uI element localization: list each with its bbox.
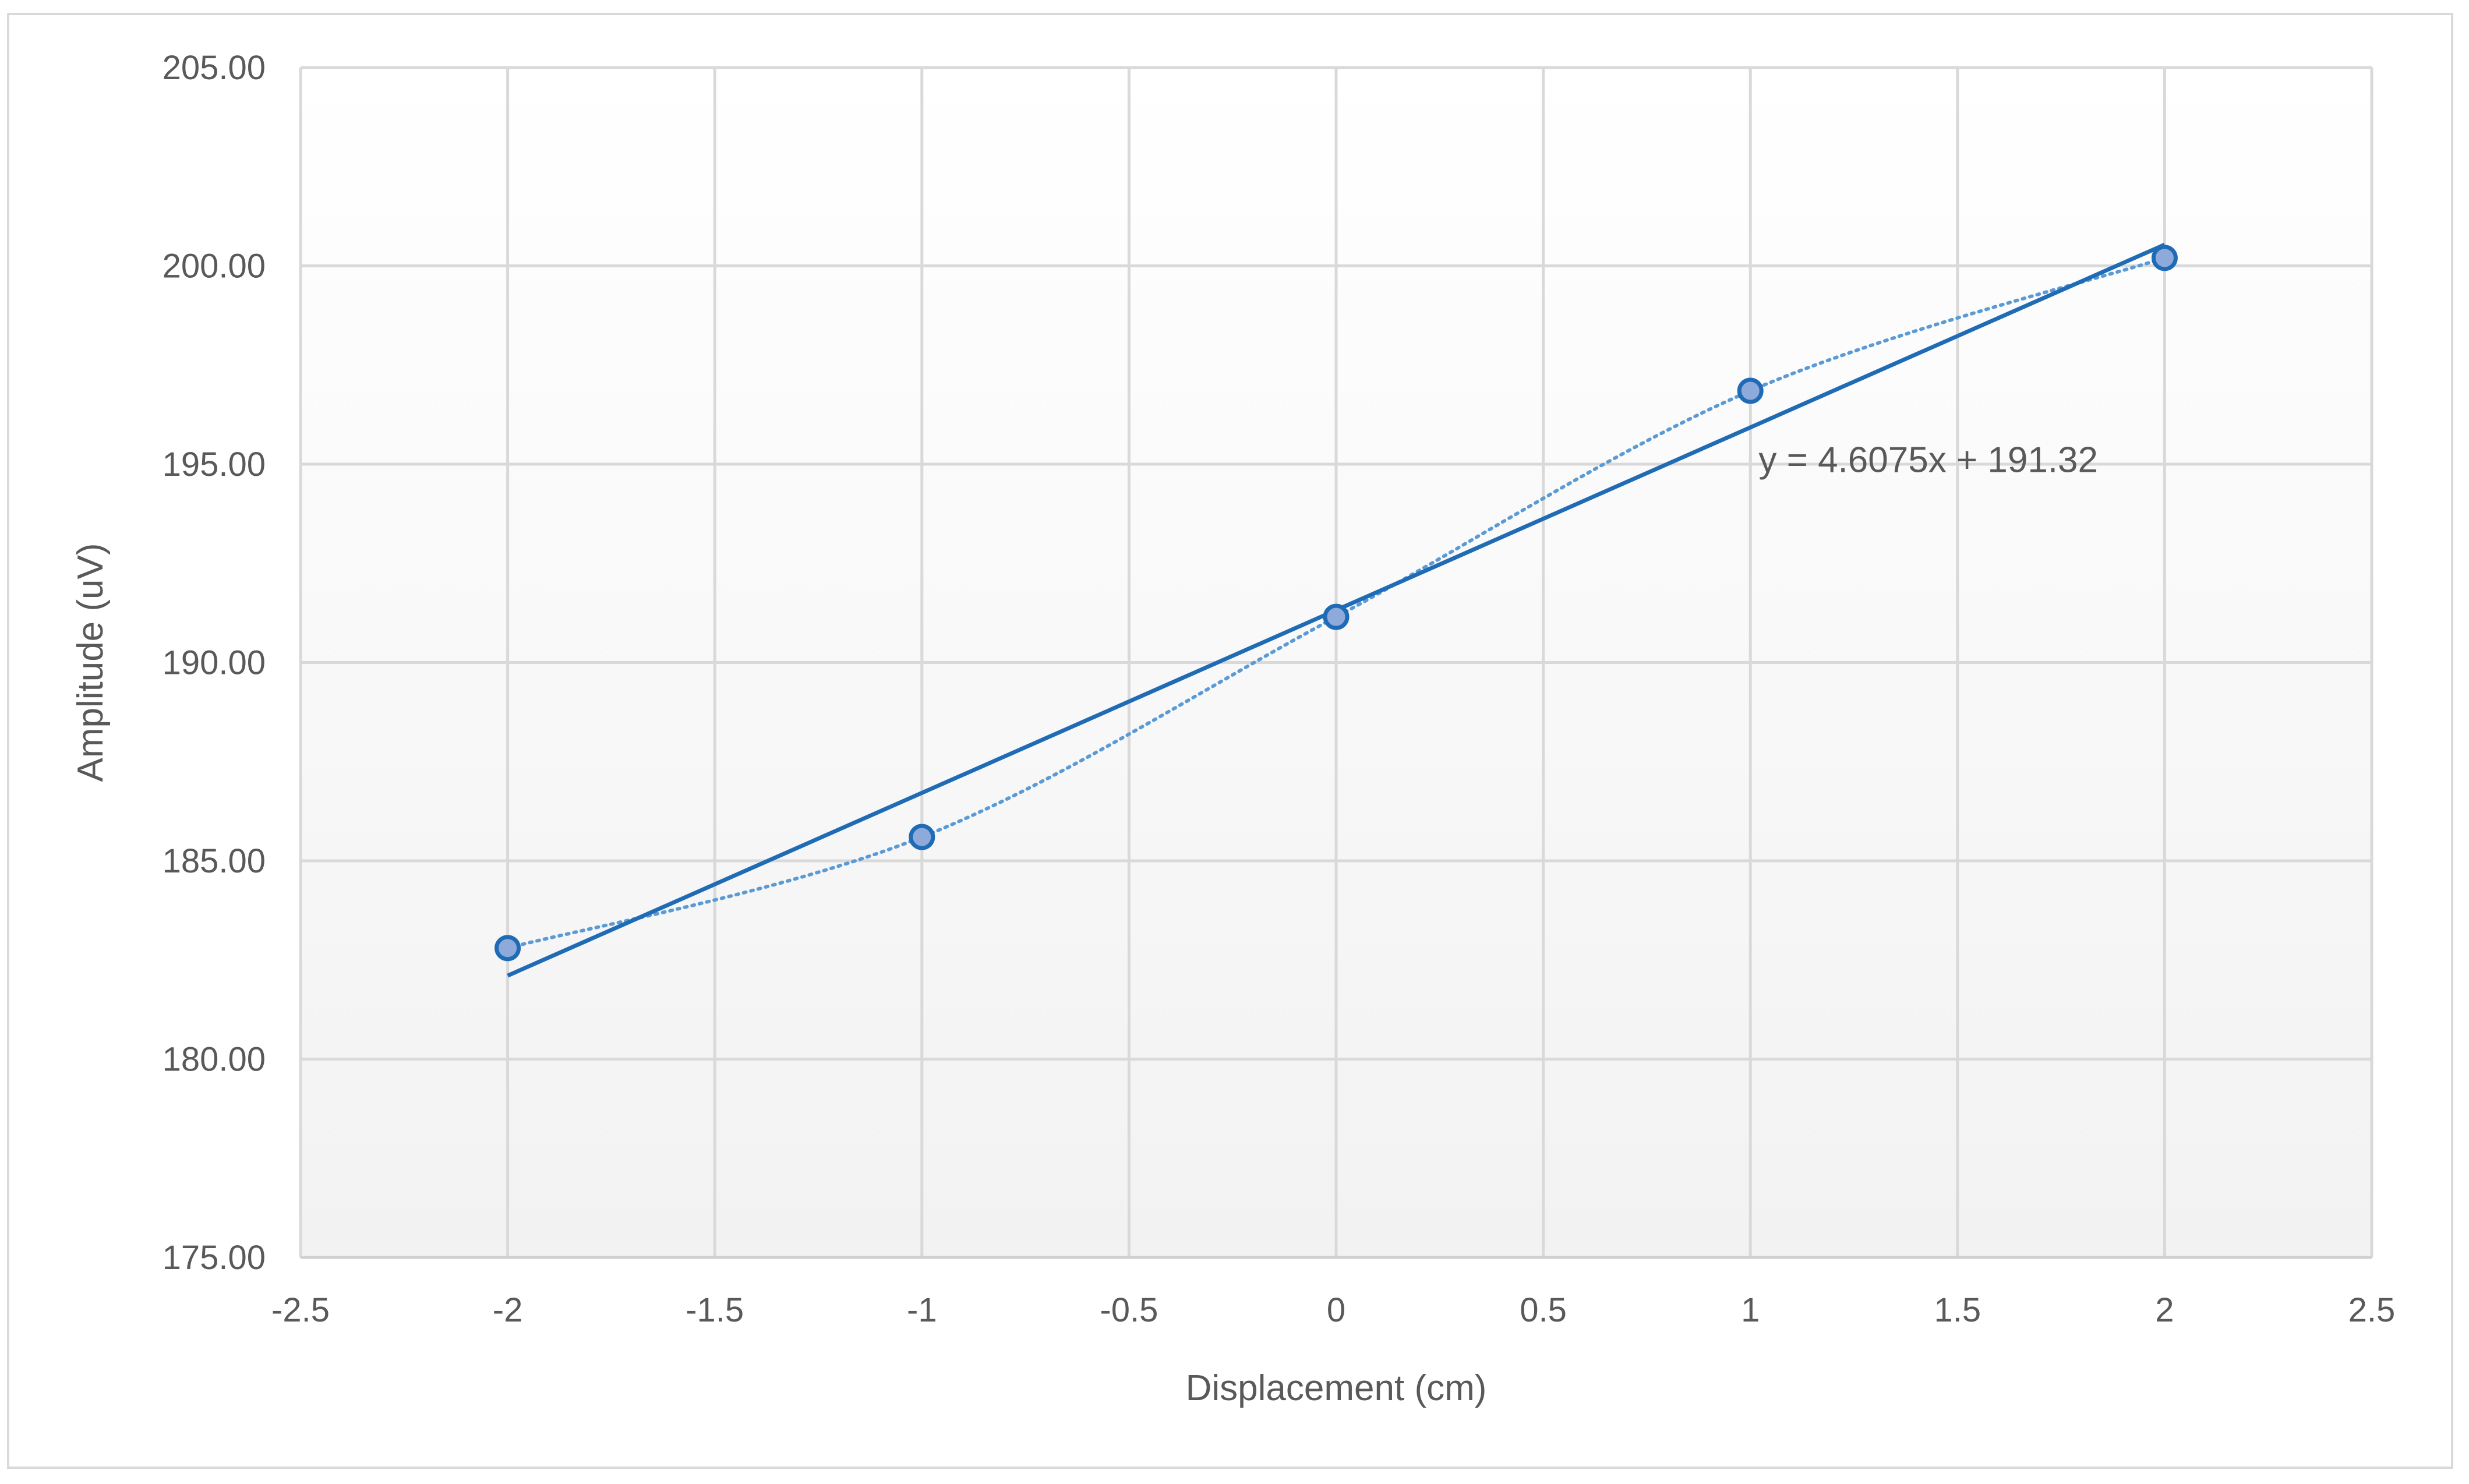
- x-tick-label: 0.5: [1520, 1291, 1567, 1329]
- y-tick-label: 200.00: [163, 248, 266, 285]
- data-point: [2151, 245, 2178, 271]
- x-tick-label: -1.5: [686, 1291, 744, 1329]
- trendline-equation: y = 4.6075x + 191.32: [1758, 440, 2098, 480]
- y-tick-label: 195.00: [163, 446, 266, 483]
- x-axis-title: Displacement (cm): [1186, 1368, 1487, 1408]
- x-tick-label: 2: [2155, 1291, 2174, 1329]
- y-tick-label: 205.00: [163, 49, 266, 87]
- y-tick-label: 185.00: [163, 842, 266, 880]
- x-tick-label: -1: [907, 1291, 937, 1329]
- chart-frame: -2.5 -2 -1.5 -1 -0.5 0 0.5 1 1.5 2 2.5 175.00 180.0…: [7, 13, 2453, 1469]
- x-tick-label: -2.5: [271, 1291, 330, 1329]
- x-tick-label: 2.5: [2348, 1291, 2396, 1329]
- series-smooth-line: [506, 256, 2167, 950]
- x-axis-ticks: -2.5 -2 -1.5 -1 -0.5 0 0.5 1 1.5 2 2.5: [271, 1291, 2395, 1329]
- data-point: [494, 935, 521, 962]
- y-tick-label: 180.00: [163, 1041, 266, 1079]
- gridlines: [299, 66, 2373, 1259]
- y-axis-ticks: 175.00 180.00 185.00 190.00 195.00 200.00 205.…: [163, 49, 266, 1277]
- x-tick-label: -2: [493, 1291, 523, 1329]
- data-point: [1323, 603, 1350, 630]
- data-point: [1737, 377, 1764, 404]
- data-point: [909, 824, 935, 850]
- y-axis-title: Amplitude (uV): [70, 543, 111, 782]
- chart-svg: -2.5 -2 -1.5 -1 -0.5 0 0.5 1 1.5 2 2.5 175.00 180.0…: [70, 49, 2395, 1408]
- y-tick-label: 175.00: [163, 1239, 266, 1277]
- x-tick-label: 1: [1741, 1291, 1760, 1329]
- x-tick-label: 1.5: [1934, 1291, 1981, 1329]
- x-tick-label: -0.5: [1100, 1291, 1158, 1329]
- data-points: [494, 245, 2178, 962]
- x-tick-label: 0: [1327, 1291, 1345, 1329]
- y-tick-label: 190.00: [163, 644, 266, 682]
